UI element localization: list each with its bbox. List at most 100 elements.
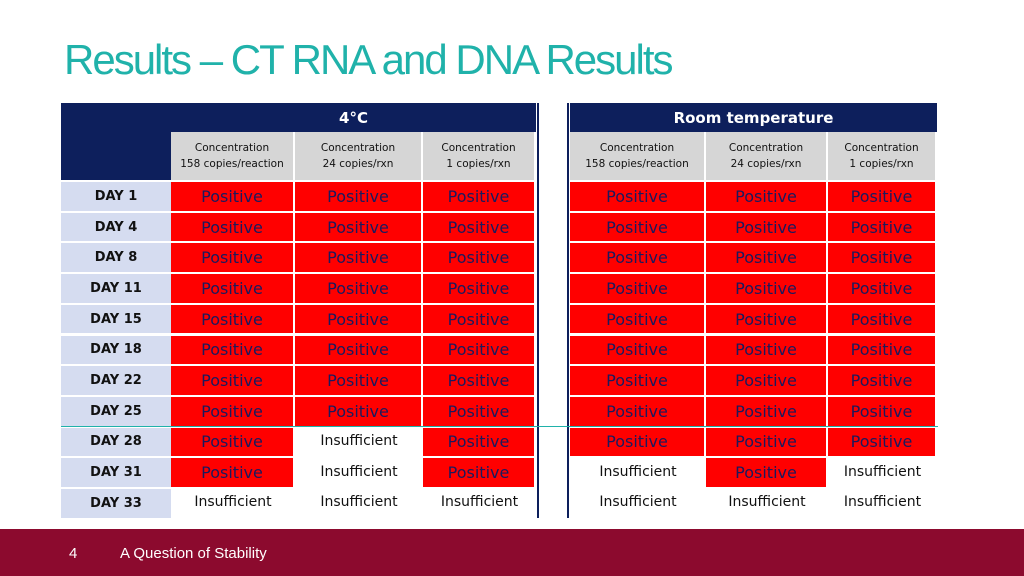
result-cell: Positive [828, 394, 937, 426]
result-cell: Positive [295, 272, 423, 303]
day-label: DAY 1 [61, 180, 171, 211]
day-label: DAY 31 [61, 456, 171, 487]
group-separator-line [567, 103, 569, 518]
concentration-label: Concentration [844, 142, 919, 154]
result-cell: Insufficient [706, 487, 828, 518]
page-number: 4 [69, 545, 78, 562]
result-cell: Positive [171, 241, 295, 273]
result-cell: Insufficient [295, 425, 423, 457]
result-cell: Positive [570, 241, 706, 273]
concentration-header: Concentration 158 copies/reaction [171, 132, 295, 180]
result-cell: Insufficient [295, 456, 423, 487]
result-cell: Positive [171, 272, 295, 303]
result-cell: Positive [706, 180, 828, 211]
result-cell: Positive [828, 364, 937, 395]
day-label: DAY 18 [61, 333, 171, 365]
result-cell: Positive [570, 210, 706, 242]
slide-title: Results – CT RNA and DNA Results [64, 36, 673, 83]
result-cell: Positive [706, 456, 828, 487]
result-cell: Positive [706, 210, 828, 242]
copies-label: 24 copies/rxn [730, 158, 802, 170]
result-cell: Positive [570, 302, 706, 334]
footer-text: A Question of Stability [120, 545, 267, 562]
concentration-label: Concentration [194, 142, 270, 154]
result-cell: Positive [171, 425, 295, 457]
concentration-label: Concentration [599, 142, 675, 154]
result-cell: Insufficient [171, 487, 295, 518]
concentration-label: Concentration [441, 142, 516, 154]
result-cell: Positive [171, 180, 295, 211]
copies-label: 158 copies/reaction [180, 158, 284, 170]
result-cell: Positive [828, 425, 937, 457]
copies-label: 158 copies/reaction [585, 158, 689, 170]
result-cell: Positive [423, 210, 536, 242]
footer-bar: 4 A Question of Stability [0, 529, 1024, 576]
result-cell: Positive [706, 333, 828, 365]
result-cell: Positive [295, 180, 423, 211]
result-cell: Positive [570, 333, 706, 365]
result-cell: Insufficient [828, 456, 937, 487]
concentration-header: Concentration 24 copies/rxn [295, 132, 423, 180]
result-cell: Positive [706, 302, 828, 334]
concentration-header: Concentration 1 copies/rxn [423, 132, 536, 180]
result-cell: Positive [423, 180, 536, 211]
day-label: DAY 22 [61, 364, 171, 395]
concentration-header: Concentration 158 copies/reaction [570, 132, 706, 180]
day-label: DAY 33 [61, 487, 171, 518]
result-cell: Positive [423, 425, 536, 457]
result-cell: Positive [171, 456, 295, 487]
group-separator-line [537, 103, 539, 518]
day-label: DAY 11 [61, 272, 171, 303]
result-cell: Positive [570, 364, 706, 395]
result-cell: Positive [423, 394, 536, 426]
result-cell: Positive [295, 302, 423, 334]
result-cell: Positive [828, 241, 937, 273]
day-label: DAY 28 [61, 425, 171, 457]
result-cell: Positive [706, 241, 828, 273]
copies-label: 1 copies/rxn [849, 158, 914, 170]
result-cell: Positive [706, 425, 828, 457]
result-cell: Positive [423, 302, 536, 334]
result-cell: Positive [570, 180, 706, 211]
result-cell: Positive [828, 180, 937, 211]
result-cell: Insufficient [570, 456, 706, 487]
group-header-room-temperature: Room temperature [570, 103, 937, 132]
result-cell: Positive [295, 241, 423, 273]
concentration-header: Concentration 1 copies/rxn [828, 132, 937, 180]
row-divider-line [61, 425, 938, 427]
result-cell: Positive [171, 394, 295, 426]
result-cell: Positive [423, 364, 536, 395]
result-cell: Positive [171, 302, 295, 334]
result-cell: Insufficient [570, 487, 706, 518]
copies-label: 1 copies/rxn [446, 158, 511, 170]
result-cell: Positive [706, 394, 828, 426]
result-cell: Positive [706, 364, 828, 395]
day-label: DAY 8 [61, 241, 171, 273]
result-cell: Positive [570, 425, 706, 457]
day-label: DAY 4 [61, 210, 171, 242]
concentration-label: Concentration [728, 142, 804, 154]
result-cell: Positive [828, 272, 937, 303]
result-cell: Positive [171, 210, 295, 242]
result-cell: Positive [570, 272, 706, 303]
result-cell: Positive [570, 394, 706, 426]
result-cell: Positive [295, 210, 423, 242]
result-cell: Positive [828, 333, 937, 365]
result-cell: Positive [423, 272, 536, 303]
result-cell: Positive [828, 210, 937, 242]
concentration-label: Concentration [320, 142, 396, 154]
result-cell: Positive [423, 456, 536, 487]
result-cell: Insufficient [295, 487, 423, 518]
group-header-4c: 4°C [171, 103, 536, 132]
result-cell: Positive [295, 333, 423, 365]
result-cell: Positive [828, 302, 937, 334]
result-cell: Positive [423, 333, 536, 365]
result-cell: Positive [171, 364, 295, 395]
result-cell: Insufficient [828, 487, 937, 518]
result-cell: Positive [295, 394, 423, 426]
result-cell: Positive [295, 364, 423, 395]
day-label: DAY 25 [61, 394, 171, 426]
result-cell: Positive [171, 333, 295, 365]
concentration-header: Concentration 24 copies/rxn [706, 132, 828, 180]
corner-cell [61, 103, 171, 180]
